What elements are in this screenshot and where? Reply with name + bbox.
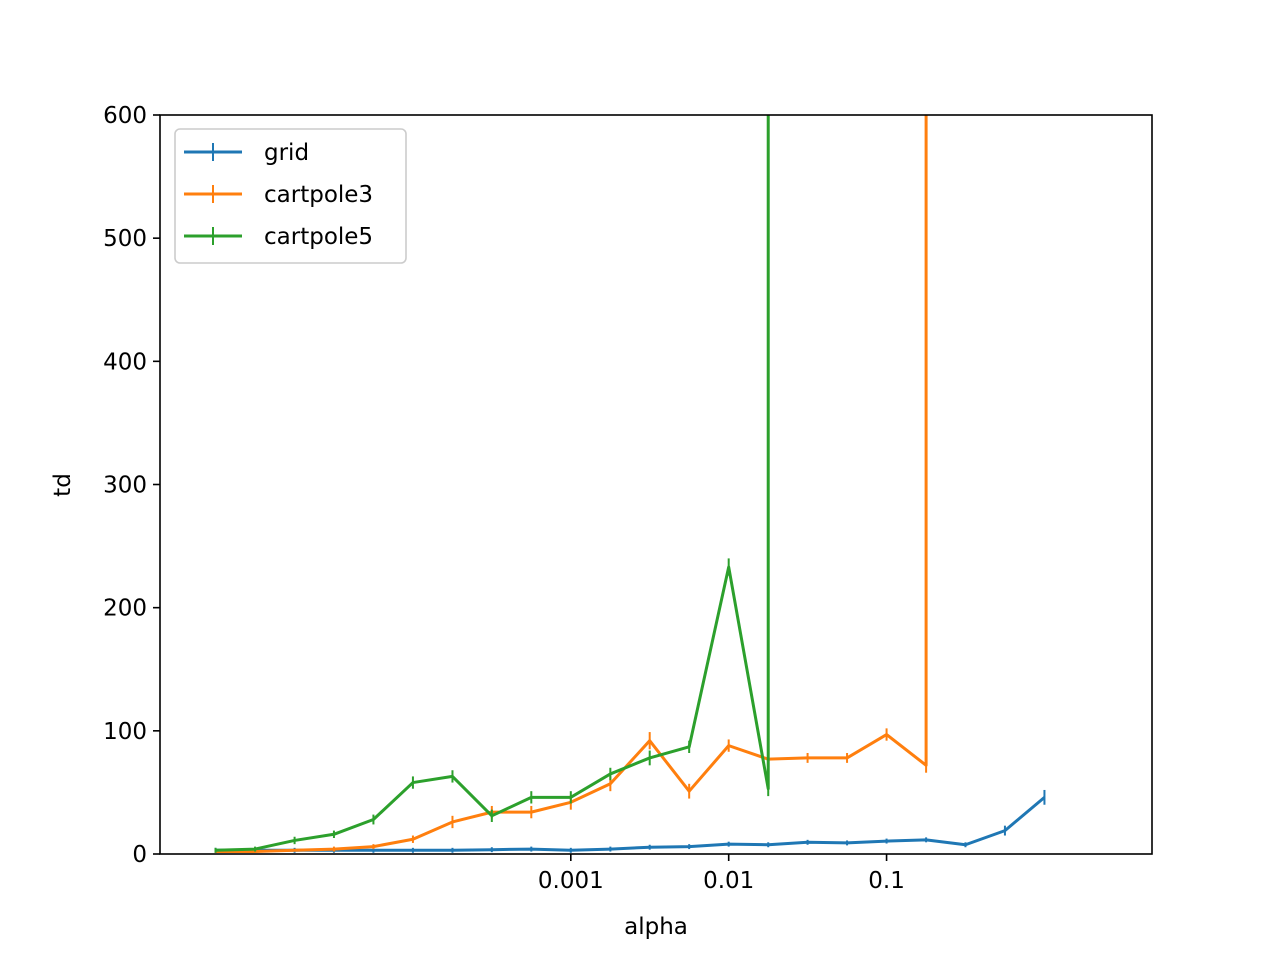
y-tick-label: 0: [132, 842, 147, 868]
legend: grid cartpole3 cartpole5: [174, 128, 407, 264]
x-tick-label: 0.1: [868, 868, 905, 894]
y-axis: 0 100 200 300 400 500 600: [103, 103, 160, 868]
series-line-grid: [215, 796, 1046, 852]
x-tick-label: 0.01: [703, 868, 754, 894]
series-group: [214, 115, 1046, 854]
legend-label-grid: grid: [264, 140, 309, 166]
x-axis: 0.001 0.01 0.1: [538, 854, 905, 894]
x-tick-label: 0.001: [538, 868, 604, 894]
y-tick-label: 100: [103, 719, 147, 745]
legend-label-cartpole5: cartpole5: [264, 224, 373, 250]
legend-label-cartpole3: cartpole3: [264, 182, 373, 208]
y-tick-label: 300: [103, 473, 147, 499]
plot-area: [214, 115, 1046, 854]
y-tick-label: 500: [103, 226, 147, 252]
series-line-cartpole5: [215, 115, 770, 852]
y-tick-label: 600: [103, 103, 147, 129]
y-tick-label: 400: [103, 349, 147, 375]
y-axis-label: td: [50, 473, 76, 497]
legend-box: [174, 128, 407, 264]
legend-entries: grid cartpole3 cartpole5: [184, 140, 373, 250]
x-axis-label: alpha: [624, 914, 688, 940]
y-tick-label: 200: [103, 596, 147, 622]
series-line-cartpole3: [215, 115, 928, 854]
